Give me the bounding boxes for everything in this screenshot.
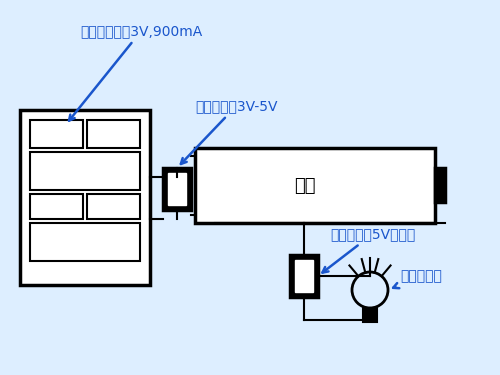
Bar [163,168,191,210]
Bar [290,255,318,297]
Bar [87,194,140,219]
Bar [30,223,140,261]
Bar [20,110,150,285]
Bar [87,120,140,148]
Bar [295,260,313,292]
Text: 耗电的设备: 耗电的设备 [393,269,442,288]
Bar [30,194,83,219]
Bar [30,152,140,190]
Bar [435,168,445,202]
Bar [168,173,186,205]
Text: 电压转换器3V-5V: 电压转换器3V-5V [181,99,278,164]
Bar [195,148,435,223]
Text: 电池: 电池 [294,177,316,195]
Text: 电压转换器5V输出的: 电压转换器5V输出的 [322,227,415,273]
Bar [30,120,83,148]
Bar [363,308,377,322]
Text: 太阳能电池板3V,900mA: 太阳能电池板3V,900mA [69,24,202,121]
